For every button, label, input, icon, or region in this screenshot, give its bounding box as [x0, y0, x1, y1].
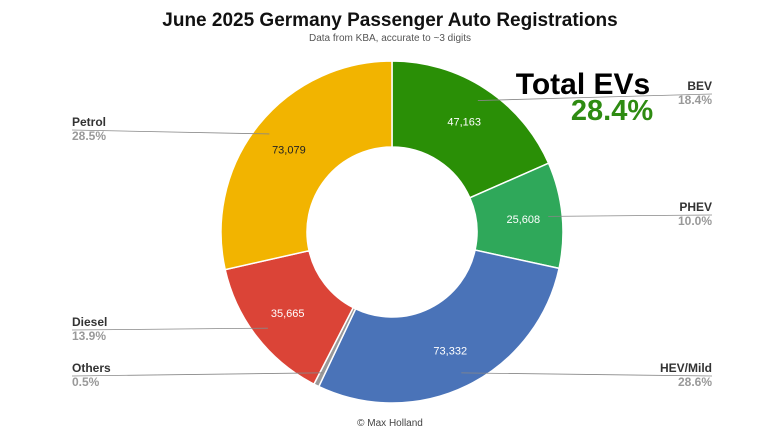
leader-line-others [71, 372, 323, 377]
category-label-bev: BEV [687, 79, 712, 93]
category-label-hev-mild: HEV/Mild [660, 361, 712, 375]
leader-line-phev [548, 214, 713, 217]
leader-line-hev-mild [461, 372, 713, 377]
chart-subtitle: Data from KBA, accurate to ~3 digits [309, 33, 471, 44]
leader-line-diesel [71, 327, 268, 331]
value-label-petrol: 73,079 [272, 145, 306, 157]
category-label-diesel: Diesel [72, 315, 107, 329]
chart-credit: © Max Holland [357, 418, 423, 429]
leader-line-bev [477, 93, 713, 101]
slice-bev [391, 60, 550, 199]
leader-lines-group [71, 93, 713, 377]
chart-title: June 2025 Germany Passenger Auto Registr… [162, 10, 617, 31]
percent-label-petrol: 28.5% [72, 129, 106, 143]
value-label-diesel: 35,665 [271, 308, 305, 320]
percent-label-phev: 10.0% [678, 214, 712, 228]
percent-label-hev-mild: 28.6% [678, 375, 712, 389]
leader-line-petrol [71, 129, 270, 135]
value-label-bev: 47,163 [447, 116, 481, 128]
value-label-phev: 25,608 [507, 214, 541, 226]
category-label-petrol: Petrol [72, 115, 106, 129]
total-evs-value: 28.4% [571, 95, 653, 127]
percent-label-diesel: 13.9% [72, 329, 106, 343]
category-label-phev: PHEV [679, 200, 712, 214]
slice-hev-mild [317, 249, 560, 404]
percent-label-bev: 18.4% [678, 93, 712, 107]
total-evs-title: Total EVs [516, 68, 650, 101]
slices-group [220, 60, 564, 404]
category-label-others: Others [72, 361, 111, 375]
slice-petrol [220, 60, 393, 271]
percent-label-others: 0.5% [72, 375, 100, 389]
value-label-hev-mild: 73,332 [433, 345, 467, 357]
